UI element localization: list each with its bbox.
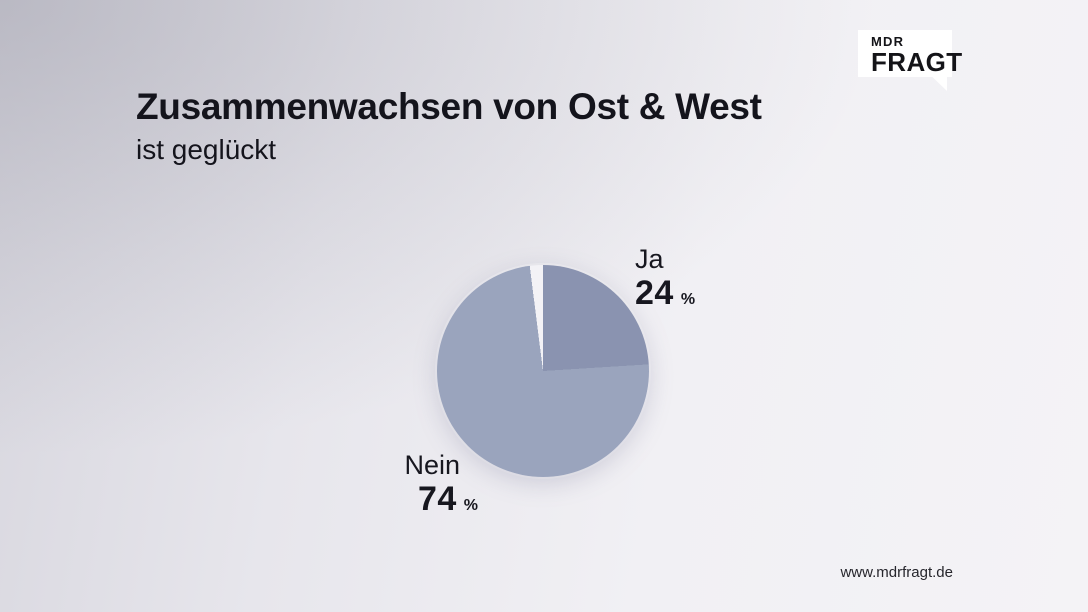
title-block: Zusammenwachsen von Ost & West ist geglü…	[136, 86, 762, 166]
pie-label-nein-percent-sign: %	[463, 497, 478, 514]
pie-label-ja-number: 24	[635, 274, 674, 312]
pie-chart	[437, 265, 649, 477]
page-subtitle: ist geglückt	[136, 134, 277, 165]
pie-label-nein-number: 74	[417, 480, 457, 518]
logo-speech-bubble-tail	[931, 76, 947, 91]
pie-label-ja-value: 24 %	[635, 275, 695, 318]
pie-label-nein-value: 74 %	[320, 481, 478, 524]
pie-label-ja-percent-sign: %	[680, 291, 696, 308]
mdr-fragt-logo: MDR FRAGT	[858, 30, 963, 91]
logo-text-mdr: MDR	[871, 34, 905, 49]
pie-label-ja: Ja 24 %	[635, 243, 695, 318]
logo-text-fragt: FRAGT	[871, 47, 963, 77]
pie-label-nein-name: Nein	[404, 450, 460, 480]
page-title: Zusammenwachsen von Ost & West	[136, 86, 762, 127]
pie-label-nein: Nein 74 %	[320, 449, 478, 524]
pie-label-ja-name: Ja	[635, 244, 664, 274]
website-url: www.mdrfragt.de	[840, 564, 953, 581]
